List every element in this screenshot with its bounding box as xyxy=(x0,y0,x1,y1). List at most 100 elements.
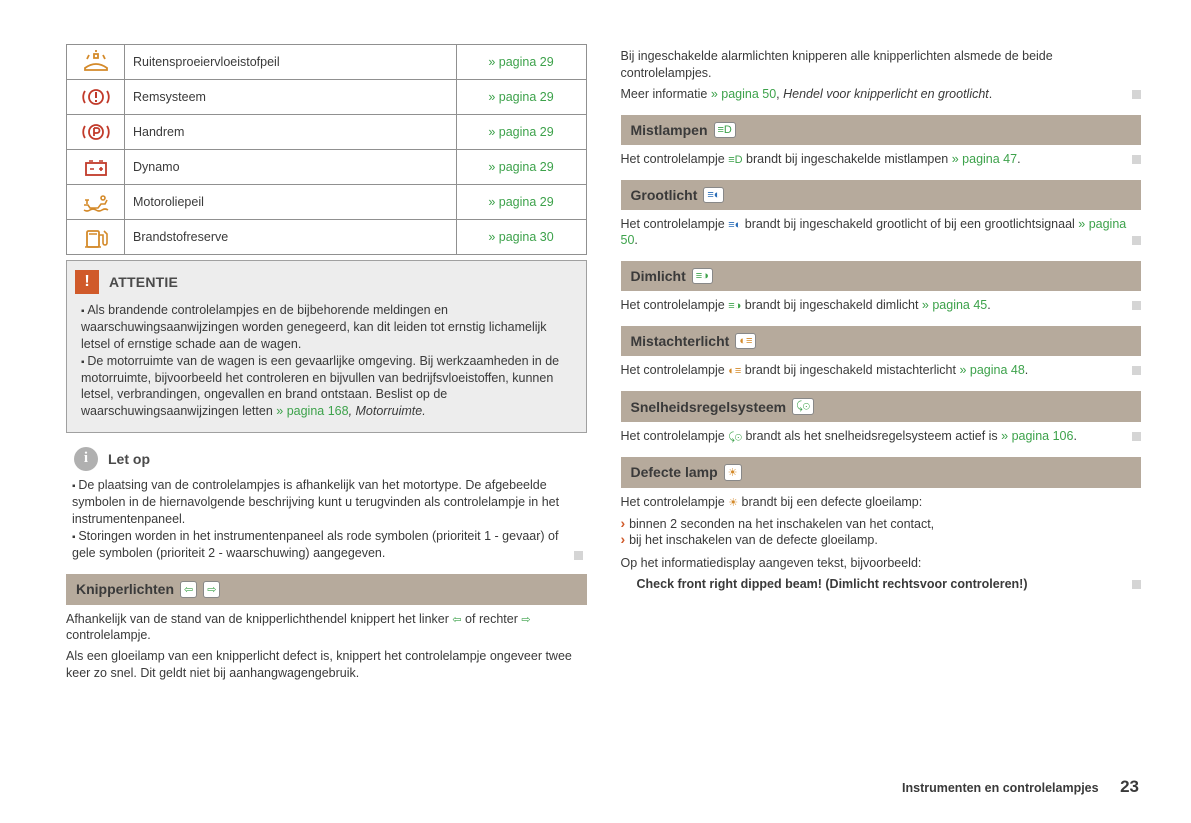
footer-title: Instrumenten en controlelampjes xyxy=(902,781,1099,795)
table-row: Brandstofreserve» pagina 30 xyxy=(67,220,587,255)
paragraph: Meer informatie » pagina 50, Hendel voor… xyxy=(621,86,1142,103)
section-end-icon xyxy=(1132,90,1141,99)
page-link[interactable]: » pagina 29 xyxy=(456,115,586,150)
turn-left-icon: ⇦ xyxy=(180,581,197,598)
paragraph: Het controlelampje ≡◐ brandt bij ingesch… xyxy=(621,216,1142,250)
attention-box: ! ATTENTIE Als brandende controlelampjes… xyxy=(66,260,587,433)
section-title: Grootlicht xyxy=(631,187,698,203)
rearfog-icon: ◐≡ xyxy=(735,333,756,349)
paragraph: Op het informatiedisplay aangeven tekst,… xyxy=(621,555,1142,572)
highbeam-icon: ≡◐ xyxy=(703,187,724,203)
page-number: 23 xyxy=(1120,777,1139,796)
page-footer: Instrumenten en controlelampjes 23 xyxy=(902,777,1139,797)
paragraph: Afhankelijk van de stand van de knipperl… xyxy=(66,611,587,645)
list-item: bij het inschakelen van de defecte gloei… xyxy=(621,531,1142,547)
page-link[interactable]: » pagina 45 xyxy=(922,298,987,312)
section-end-icon xyxy=(574,551,583,560)
section-end-icon xyxy=(1132,580,1141,589)
highbeam-icon: ≡◐ xyxy=(728,218,741,233)
section-end-icon xyxy=(1132,301,1141,310)
note-item: De plaatsing van de controlelampjes is a… xyxy=(72,477,581,528)
attention-body: Als brandende controlelampjes en de bijb… xyxy=(67,300,586,432)
page-link[interactable]: » pagina 50 xyxy=(711,87,776,101)
note-item: Storingen worden in het instrumentenpane… xyxy=(72,528,581,562)
paragraph: Het controlelampje ◐≡ brandt bij ingesch… xyxy=(621,362,1142,379)
section-title: Snelheidsregelsysteem xyxy=(631,399,787,415)
lowbeam-icon: ≡◑ xyxy=(692,268,713,284)
page-link[interactable]: » pagina 30 xyxy=(456,220,586,255)
section-mistachterlicht: Mistachterlicht ◐≡ xyxy=(621,326,1142,356)
page-link[interactable]: » pagina 47 xyxy=(952,152,1017,166)
warning-icon-cell xyxy=(67,115,125,150)
page-link[interactable]: » pagina 29 xyxy=(456,80,586,115)
page-link[interactable]: » pagina 106 xyxy=(1001,429,1073,443)
foglight-icon: ≡D xyxy=(714,122,736,138)
section-end-icon xyxy=(1132,236,1141,245)
page-link[interactable]: » pagina 29 xyxy=(456,150,586,185)
section-snelheid: Snelheidsregelsysteem ⤹⊙ xyxy=(621,391,1142,422)
section-title: Mistachterlicht xyxy=(631,333,730,349)
note-icon: i xyxy=(74,447,98,471)
attention-title: ATTENTIE xyxy=(109,274,178,290)
turn-left-icon: ⇦ xyxy=(452,613,461,628)
attention-item: Als brandende controlelampjes en de bijb… xyxy=(81,302,572,353)
table-row: Handrem» pagina 29 xyxy=(67,115,587,150)
paragraph: Het controlelampje ≡◑ brandt bij ingesch… xyxy=(621,297,1142,314)
paragraph: Het controlelampje ☀ brandt bij een defe… xyxy=(621,494,1142,511)
foglight-icon: ≡D xyxy=(728,153,742,168)
page-link[interactable]: » pagina 48 xyxy=(959,363,1024,377)
section-title: Defecte lamp xyxy=(631,464,718,480)
turn-right-icon: ⇨ xyxy=(203,581,220,598)
section-dimlicht: Dimlicht ≡◑ xyxy=(621,261,1142,291)
warning-desc: Handrem xyxy=(125,115,457,150)
warning-icon-cell xyxy=(67,80,125,115)
note-head: i Let op xyxy=(66,433,587,477)
right-column: Bij ingeschakelde alarmlichten knipperen… xyxy=(621,44,1142,686)
table-row: Remsysteem» pagina 29 xyxy=(67,80,587,115)
attention-icon: ! xyxy=(75,270,99,294)
table-row: Ruitensproeiervloeistofpeil» pagina 29 xyxy=(67,45,587,80)
section-title: Mistlampen xyxy=(631,122,708,138)
rearfog-icon: ◐≡ xyxy=(728,364,741,379)
warning-desc: Brandstofreserve xyxy=(125,220,457,255)
paragraph: Als een gloeilamp van een knipperlicht d… xyxy=(66,648,587,682)
note-title: Let op xyxy=(108,451,150,467)
section-knipperlichten: Knipperlichten ⇦ ⇨ xyxy=(66,574,587,605)
warning-icon-cell xyxy=(67,150,125,185)
bulb-icon: ☀ xyxy=(728,496,738,511)
turn-right-icon: ⇨ xyxy=(521,613,530,628)
paragraph: Het controlelampje ≡D brandt bij ingesch… xyxy=(621,151,1142,168)
warning-table: Ruitensproeiervloeistofpeil» pagina 29Re… xyxy=(66,44,587,255)
note-body: De plaatsing van de controlelampjes is a… xyxy=(66,477,587,561)
page-link[interactable]: » pagina 168 xyxy=(276,404,348,418)
paragraph: Het controlelampje ⤹⊙ brandt als het sne… xyxy=(621,428,1142,445)
page-link[interactable]: » pagina 29 xyxy=(456,185,586,220)
warning-desc: Remsysteem xyxy=(125,80,457,115)
section-mistlampen: Mistlampen ≡D xyxy=(621,115,1142,145)
section-defecte-lamp: Defecte lamp ☀ xyxy=(621,457,1142,488)
paragraph: Check front right dipped beam! (Dimlicht… xyxy=(621,576,1142,593)
cruise-icon: ⤹⊙ xyxy=(792,398,814,415)
page-link[interactable]: » pagina 29 xyxy=(456,45,586,80)
section-title: Dimlicht xyxy=(631,268,686,284)
section-end-icon xyxy=(1132,366,1141,375)
section-end-icon xyxy=(1132,432,1141,441)
lowbeam-icon: ≡◑ xyxy=(728,299,741,314)
warning-icon-cell xyxy=(67,185,125,220)
warning-desc: Motoroliepeil xyxy=(125,185,457,220)
list-item: binnen 2 seconden na het inschakelen van… xyxy=(621,515,1142,531)
warning-icon-cell xyxy=(67,220,125,255)
cruise-icon: ⤹⊙ xyxy=(728,430,742,445)
section-grootlicht: Grootlicht ≡◐ xyxy=(621,180,1142,210)
warning-desc: Ruitensproeiervloeistofpeil xyxy=(125,45,457,80)
attention-item: De motorruimte van de wagen is een gevaa… xyxy=(81,353,572,421)
table-row: Dynamo» pagina 29 xyxy=(67,150,587,185)
paragraph: Bij ingeschakelde alarmlichten knipperen… xyxy=(621,48,1142,82)
bulb-icon: ☀ xyxy=(724,464,742,481)
warning-icon-cell xyxy=(67,45,125,80)
section-title: Knipperlichten xyxy=(76,581,174,597)
left-column: Ruitensproeiervloeistofpeil» pagina 29Re… xyxy=(66,44,587,686)
table-row: Motoroliepeil» pagina 29 xyxy=(67,185,587,220)
warning-desc: Dynamo xyxy=(125,150,457,185)
section-end-icon xyxy=(1132,155,1141,164)
